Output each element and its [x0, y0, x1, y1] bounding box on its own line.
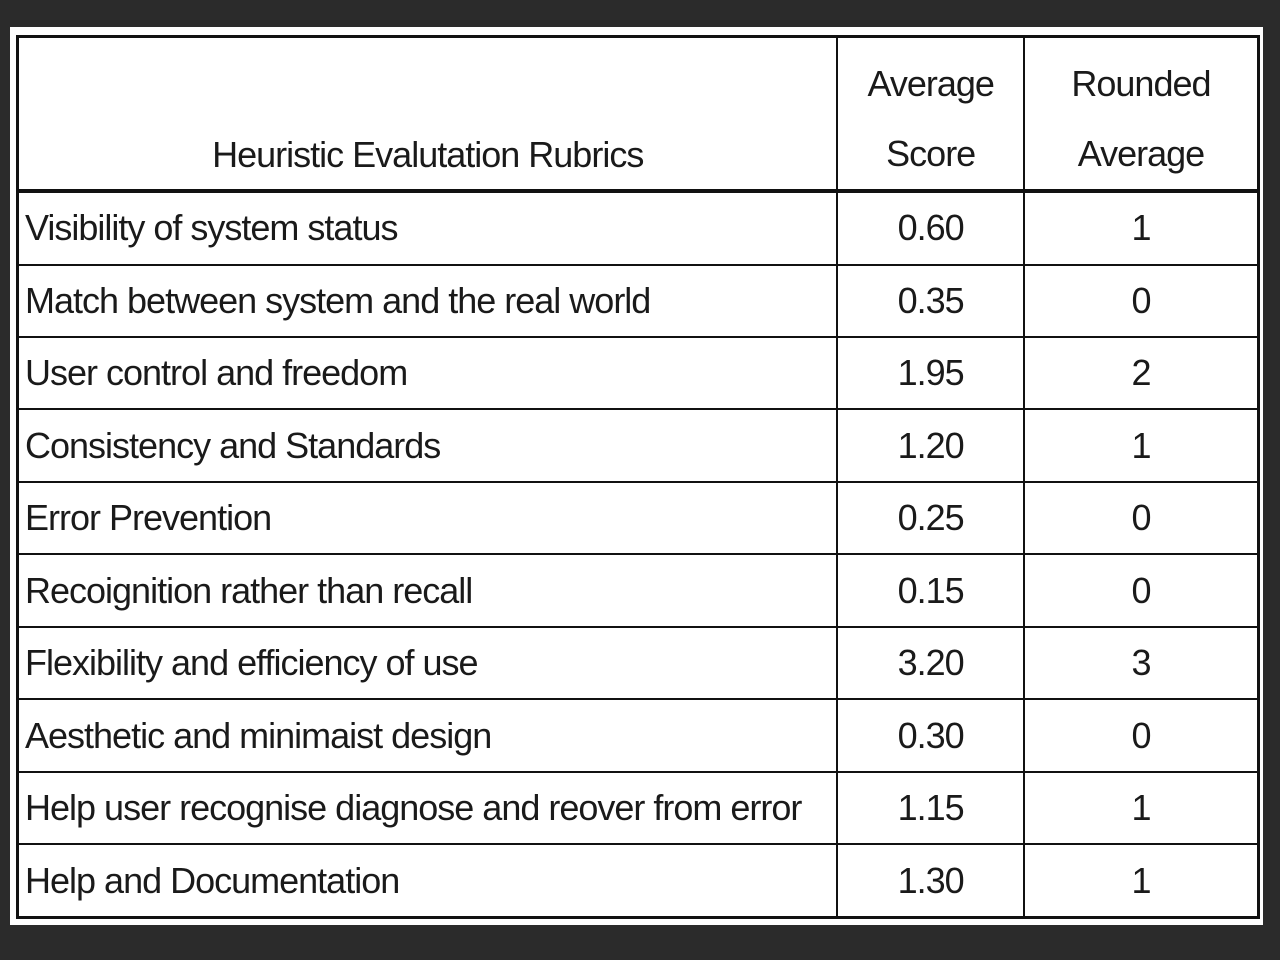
rubric-cell: Aesthetic and minimaist design: [16, 698, 839, 773]
header-average-score: Average Score: [836, 35, 1025, 193]
table-row: Aesthetic and minimaist design 0.30 0: [16, 698, 1260, 773]
rubric-cell: Error Prevention: [16, 480, 839, 556]
rubric-cell: Flexibility and efficiency of use: [16, 625, 839, 701]
average-score-cell: 0.15: [836, 553, 1025, 628]
rubric-cell: Help and Documentation: [16, 843, 839, 919]
header-average-line1: Average: [867, 63, 994, 104]
header-rounded-line1: Rounded: [1071, 63, 1211, 104]
table-row: User control and freedom 1.95 2: [16, 335, 1260, 411]
table-row: Recoignition rather than recall 0.15 0: [16, 553, 1260, 628]
table-row: Help user recognise diagnose and reover …: [16, 770, 1260, 846]
rounded-average-cell: 1: [1022, 770, 1260, 846]
average-score-cell: 1.15: [836, 770, 1025, 846]
table-header-row: Heuristic Evalutation Rubrics Average Sc…: [16, 35, 1260, 193]
average-score-cell: 1.30: [836, 843, 1025, 919]
average-score-cell: 0.25: [836, 480, 1025, 556]
average-score-cell: 3.20: [836, 625, 1025, 701]
rounded-average-cell: 1: [1022, 190, 1260, 266]
table-row: Consistency and Standards 1.20 1: [16, 408, 1260, 483]
table-row: Error Prevention 0.25 0: [16, 480, 1260, 556]
heuristic-evaluation-table: Heuristic Evalutation Rubrics Average Sc…: [16, 35, 1260, 919]
rounded-average-cell: 0: [1022, 698, 1260, 773]
rubric-cell: Recoignition rather than recall: [16, 553, 839, 628]
table-row: Help and Documentation 1.30 1: [16, 843, 1260, 919]
average-score-cell: 0.60: [836, 190, 1025, 266]
table-row: Flexibility and efficiency of use 3.20 3: [16, 625, 1260, 701]
rounded-average-cell: 0: [1022, 480, 1260, 556]
header-rubric-label: Heuristic Evalutation Rubrics: [212, 134, 644, 175]
rubric-cell: Visibility of system status: [16, 190, 839, 266]
rubric-cell: Match between system and the real world: [16, 263, 839, 338]
rounded-average-cell: 1: [1022, 408, 1260, 483]
rubric-cell: Help user recognise diagnose and reover …: [16, 770, 839, 846]
header-rounded-average: Rounded Average: [1022, 35, 1260, 193]
rounded-average-cell: 1: [1022, 843, 1260, 919]
average-score-cell: 0.35: [836, 263, 1025, 338]
rounded-average-cell: 3: [1022, 625, 1260, 701]
average-score-cell: 1.20: [836, 408, 1025, 483]
average-score-cell: 1.95: [836, 335, 1025, 411]
rounded-average-cell: 0: [1022, 263, 1260, 338]
rounded-average-cell: 0: [1022, 553, 1260, 628]
rubric-cell: User control and freedom: [16, 335, 839, 411]
rounded-average-cell: 2: [1022, 335, 1260, 411]
header-rubric: Heuristic Evalutation Rubrics: [16, 35, 839, 193]
average-score-cell: 0.30: [836, 698, 1025, 773]
table-row: Visibility of system status 0.60 1: [16, 190, 1260, 266]
table-row: Match between system and the real world …: [16, 263, 1260, 338]
header-average-line2: Score: [886, 133, 976, 174]
rubric-cell: Consistency and Standards: [16, 408, 839, 483]
document-frame: Heuristic Evalutation Rubrics Average Sc…: [10, 27, 1263, 925]
header-rounded-line2: Average: [1077, 133, 1205, 174]
